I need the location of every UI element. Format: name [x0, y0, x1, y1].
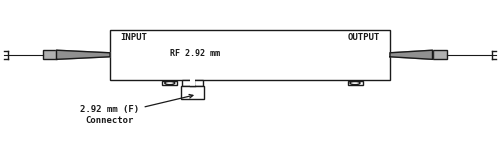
Text: INPUT: INPUT	[120, 33, 147, 42]
Bar	[190, 79, 195, 86]
Text: OUTPUT: OUTPUT	[348, 33, 380, 42]
Polygon shape	[390, 50, 432, 59]
Text: RF 2.92 mm: RF 2.92 mm	[170, 49, 220, 58]
Bar	[194, 80, 203, 86]
Polygon shape	[56, 50, 110, 59]
Bar	[432, 50, 446, 59]
Bar	[181, 86, 204, 99]
Bar	[110, 30, 390, 80]
Bar	[162, 81, 177, 85]
Text: 2.92 mm (F)
Connector: 2.92 mm (F) Connector	[80, 94, 193, 125]
Bar	[348, 81, 362, 85]
Bar	[182, 80, 191, 86]
Bar	[42, 50, 56, 59]
